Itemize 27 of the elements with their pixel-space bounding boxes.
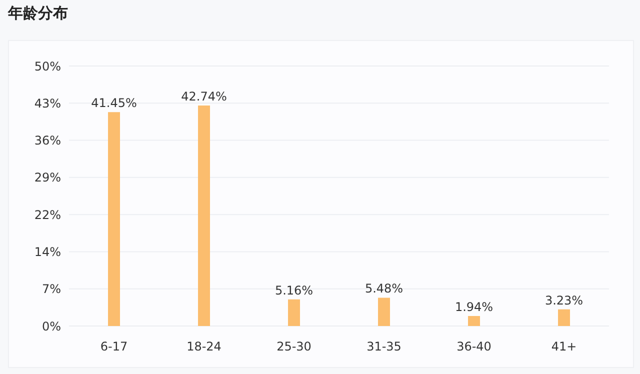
y-tick-label: 0%	[42, 319, 61, 334]
y-tick-label: 7%	[42, 282, 61, 296]
y-tick-label: 14%	[34, 244, 61, 259]
data-label: 1.94%	[454, 300, 494, 314]
y-tick-label: 50%	[34, 59, 61, 74]
bar	[378, 298, 390, 326]
x-tick-label: 25-30	[276, 340, 312, 354]
x-tick-label: 6-17	[100, 340, 128, 354]
y-tick-label: 29%	[34, 170, 61, 185]
data-label: 3.23%	[544, 293, 584, 308]
bar	[468, 316, 480, 326]
bar	[288, 299, 300, 326]
x-tick-label: 41+	[551, 340, 577, 354]
y-tick-label: 36%	[34, 134, 61, 148]
y-tick-label: 22%	[34, 208, 61, 222]
chart-title: 年龄分布	[8, 4, 68, 23]
data-label: 5.48%	[364, 282, 404, 296]
y-tick-label: 43%	[34, 96, 61, 110]
x-tick-label: 36-40	[456, 340, 492, 354]
bar	[558, 309, 570, 326]
data-label: 42.74%	[181, 90, 227, 104]
bar	[108, 112, 120, 326]
x-tick-label: 18-24	[186, 340, 222, 354]
data-label: 41.45%	[91, 96, 137, 110]
bar	[198, 106, 210, 326]
data-label: 5.16%	[274, 283, 314, 298]
x-tick-label: 31-35	[366, 340, 402, 354]
